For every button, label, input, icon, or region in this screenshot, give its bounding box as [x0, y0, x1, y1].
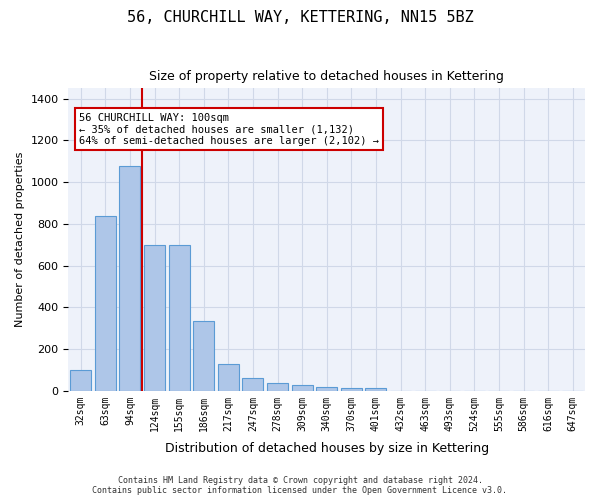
Bar: [316, 386, 337, 391]
Bar: [144, 245, 165, 391]
Bar: [193, 321, 214, 391]
Bar: [292, 384, 313, 391]
Bar: [267, 384, 288, 391]
Bar: [365, 388, 386, 391]
Text: 56 CHURCHILL WAY: 100sqm
← 35% of detached houses are smaller (1,132)
64% of sem: 56 CHURCHILL WAY: 100sqm ← 35% of detach…: [79, 112, 379, 146]
Bar: [70, 370, 91, 391]
Title: Size of property relative to detached houses in Kettering: Size of property relative to detached ho…: [149, 70, 504, 83]
Bar: [95, 216, 116, 391]
Text: 56, CHURCHILL WAY, KETTERING, NN15 5BZ: 56, CHURCHILL WAY, KETTERING, NN15 5BZ: [127, 10, 473, 25]
Bar: [218, 364, 239, 391]
Bar: [169, 245, 190, 391]
X-axis label: Distribution of detached houses by size in Kettering: Distribution of detached houses by size …: [164, 442, 489, 455]
Bar: [242, 378, 263, 391]
Bar: [341, 388, 362, 391]
Y-axis label: Number of detached properties: Number of detached properties: [15, 152, 25, 327]
Bar: [119, 166, 140, 391]
Text: Contains HM Land Registry data © Crown copyright and database right 2024.
Contai: Contains HM Land Registry data © Crown c…: [92, 476, 508, 495]
